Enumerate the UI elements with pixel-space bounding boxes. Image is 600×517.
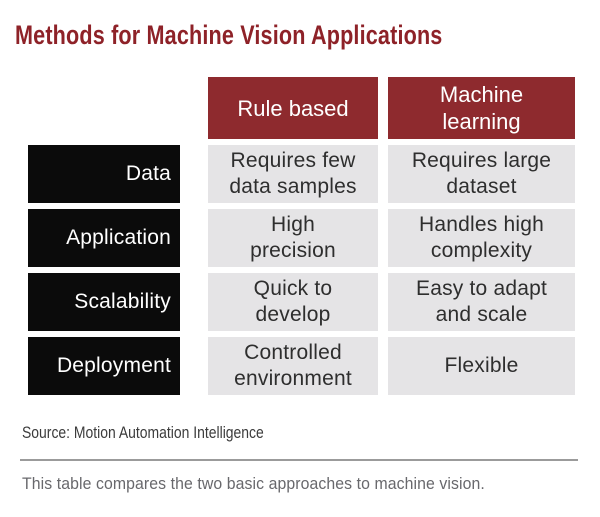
cell-data-rule-based: Requires few data samples — [208, 145, 378, 203]
corner-spacer — [28, 77, 198, 139]
row-label-application: Application — [28, 209, 180, 267]
cell-scalability-machine-learning: Easy to adapt and scale — [388, 273, 575, 331]
column-header-machine-learning: Machine learning — [388, 77, 575, 139]
comparison-table: Rule based Machine learning Data Require… — [28, 77, 575, 395]
cell-deployment-machine-learning: Flexible — [388, 337, 575, 395]
caption-text: This table compares the two basic approa… — [22, 474, 485, 493]
row-label-deployment: Deployment — [28, 337, 180, 395]
cell-application-rule-based: High precision — [208, 209, 378, 267]
divider-line — [20, 459, 578, 461]
row-label-data: Data — [28, 145, 180, 203]
page-title: Methods for Machine Vision Applications — [15, 20, 443, 50]
cell-scalability-rule-based: Quick to develop — [208, 273, 378, 331]
row-label-scalability: Scalability — [28, 273, 180, 331]
cell-application-machine-learning: Handles high complexity — [388, 209, 575, 267]
cell-deployment-rule-based: Controlled environment — [208, 337, 378, 395]
column-header-rule-based: Rule based — [208, 77, 378, 139]
source-text: Source: Motion Automation Intelligence — [22, 423, 264, 442]
cell-data-machine-learning: Requires large dataset — [388, 145, 575, 203]
